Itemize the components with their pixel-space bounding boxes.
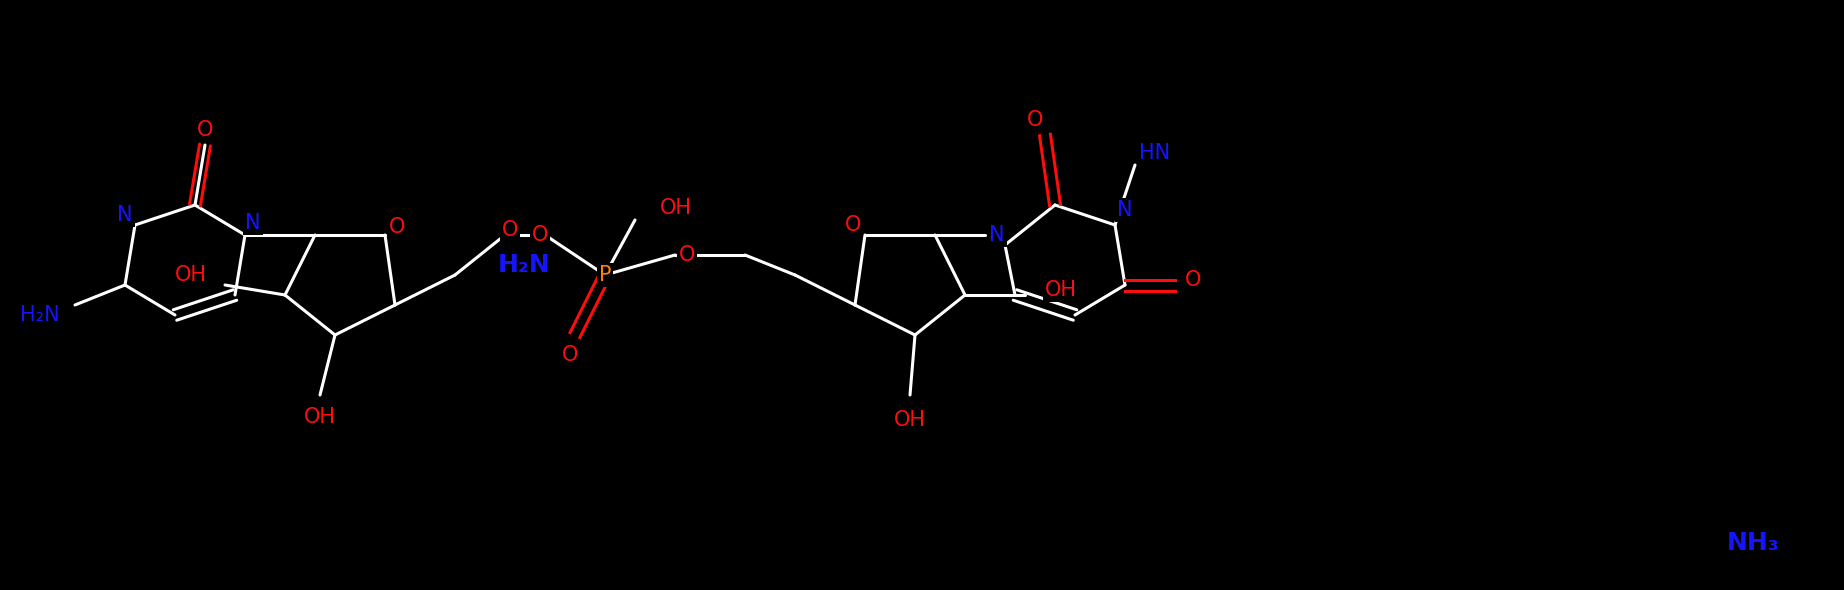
Text: OH: OH (660, 198, 692, 218)
Text: O: O (389, 217, 406, 237)
Text: O: O (1027, 110, 1044, 130)
Text: OH: OH (894, 410, 926, 430)
Text: N: N (988, 225, 1005, 245)
Text: OH: OH (175, 265, 207, 285)
Text: O: O (562, 345, 579, 365)
Text: OH: OH (304, 407, 336, 427)
Text: O: O (845, 215, 861, 235)
Text: O: O (502, 220, 518, 240)
Text: O: O (197, 120, 214, 140)
Text: NH₃: NH₃ (1726, 531, 1779, 555)
Text: H₂N: H₂N (498, 254, 551, 277)
Text: P: P (599, 265, 610, 285)
Text: OH: OH (1046, 280, 1077, 300)
Text: HN: HN (1140, 143, 1171, 163)
Text: N: N (245, 213, 260, 233)
Text: O: O (679, 245, 695, 265)
Text: O: O (1186, 270, 1200, 290)
Text: N: N (118, 205, 133, 225)
Text: O: O (531, 225, 548, 245)
Text: N: N (1117, 200, 1132, 220)
Text: H₂N: H₂N (20, 305, 61, 325)
